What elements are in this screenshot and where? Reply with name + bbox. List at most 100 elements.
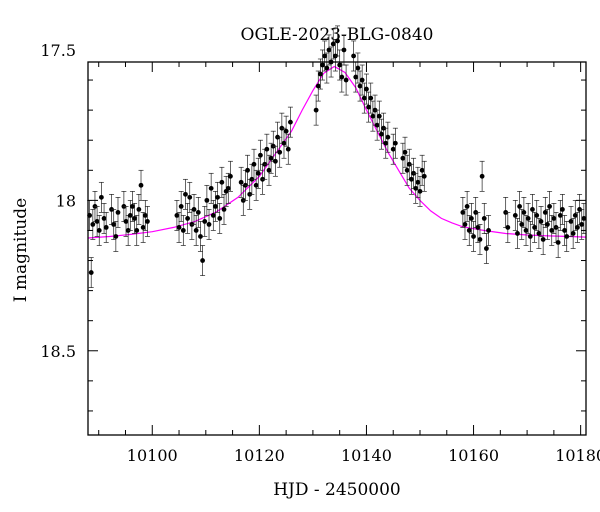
- data-point: [392, 127, 398, 159]
- data-marker: [219, 179, 225, 185]
- data-point: [178, 190, 184, 222]
- data-marker: [101, 216, 107, 221]
- data-marker: [486, 228, 491, 233]
- data-point: [400, 142, 406, 174]
- x-tick-label: 10140: [341, 446, 392, 465]
- data-point: [390, 133, 396, 165]
- data-marker: [379, 131, 384, 137]
- data-point: [129, 190, 135, 222]
- data-point: [357, 70, 363, 102]
- data-marker: [285, 146, 291, 152]
- x-tick-label: 10160: [448, 446, 499, 465]
- data-point: [421, 160, 427, 192]
- data-marker: [512, 213, 518, 218]
- data-marker: [413, 185, 419, 191]
- data-point: [283, 115, 289, 147]
- data-marker: [335, 38, 340, 44]
- data-point: [385, 121, 391, 153]
- data-marker: [113, 234, 119, 239]
- data-marker: [136, 206, 142, 212]
- data-marker: [140, 225, 146, 230]
- data-point: [180, 215, 186, 246]
- data-point: [255, 157, 261, 189]
- data-marker: [415, 179, 421, 185]
- data-marker: [253, 182, 259, 188]
- data-marker: [364, 86, 369, 92]
- data-point: [486, 215, 492, 246]
- data-point: [330, 28, 336, 60]
- data-point: [96, 215, 102, 246]
- data-marker: [534, 213, 540, 218]
- data-marker: [343, 77, 349, 83]
- data-point: [326, 34, 332, 66]
- data-marker: [258, 152, 263, 158]
- data-marker: [359, 77, 365, 83]
- data-point: [187, 181, 193, 213]
- data-point: [238, 166, 244, 198]
- data-marker: [551, 216, 557, 221]
- data-point: [90, 209, 96, 240]
- data-marker: [266, 167, 272, 173]
- data-point: [359, 64, 365, 96]
- data-marker: [228, 173, 233, 179]
- data-marker: [178, 203, 184, 209]
- data-point: [202, 206, 208, 237]
- data-point: [536, 218, 542, 249]
- data-marker: [174, 213, 180, 218]
- data-point: [324, 52, 330, 84]
- data-point: [419, 154, 425, 186]
- data-point: [227, 160, 233, 192]
- data-marker: [390, 146, 396, 152]
- data-marker: [477, 237, 483, 242]
- data-marker: [195, 210, 201, 215]
- data-point: [519, 209, 525, 240]
- data-marker: [475, 225, 481, 230]
- data-marker: [527, 234, 533, 239]
- data-point: [313, 94, 319, 126]
- data-point: [287, 106, 293, 138]
- data-marker: [88, 270, 94, 275]
- data-point: [343, 64, 349, 96]
- y-tick-label: 17.5: [40, 41, 76, 60]
- data-marker: [185, 216, 191, 221]
- data-marker: [273, 158, 278, 164]
- data-point: [417, 175, 423, 207]
- data-marker: [313, 107, 319, 113]
- data-marker: [213, 203, 218, 209]
- data-marker: [238, 179, 244, 185]
- data-marker: [419, 167, 425, 173]
- data-point: [523, 215, 529, 246]
- data-marker: [138, 182, 144, 188]
- data-point: [505, 212, 511, 243]
- y-tick-label: 18: [56, 191, 76, 210]
- data-marker: [277, 149, 283, 155]
- data-marker: [187, 194, 193, 200]
- data-marker: [469, 216, 474, 221]
- data-marker: [555, 240, 561, 245]
- chart-title: OGLE-2023-BLG-0840: [241, 25, 434, 45]
- data-point: [512, 200, 518, 231]
- data-point: [368, 82, 374, 114]
- data-point: [549, 215, 555, 246]
- y-tick-label: 18.5: [40, 342, 76, 361]
- data-marker: [183, 191, 188, 197]
- data-marker: [111, 222, 117, 227]
- data-point: [277, 136, 283, 168]
- data-point: [253, 169, 259, 201]
- data-marker: [519, 222, 525, 227]
- data-point: [408, 163, 414, 195]
- data-marker: [385, 134, 391, 140]
- x-tick-label: 10180: [555, 446, 600, 465]
- data-marker: [353, 74, 359, 80]
- data-point: [557, 200, 563, 231]
- x-tick-label: 10100: [127, 446, 178, 465]
- data-point: [113, 221, 119, 252]
- data-marker: [208, 185, 214, 191]
- data-point: [208, 172, 214, 204]
- data-marker: [324, 65, 330, 71]
- data-point: [532, 212, 538, 243]
- data-marker: [255, 170, 261, 176]
- data-marker: [505, 225, 511, 230]
- data-point: [272, 145, 278, 177]
